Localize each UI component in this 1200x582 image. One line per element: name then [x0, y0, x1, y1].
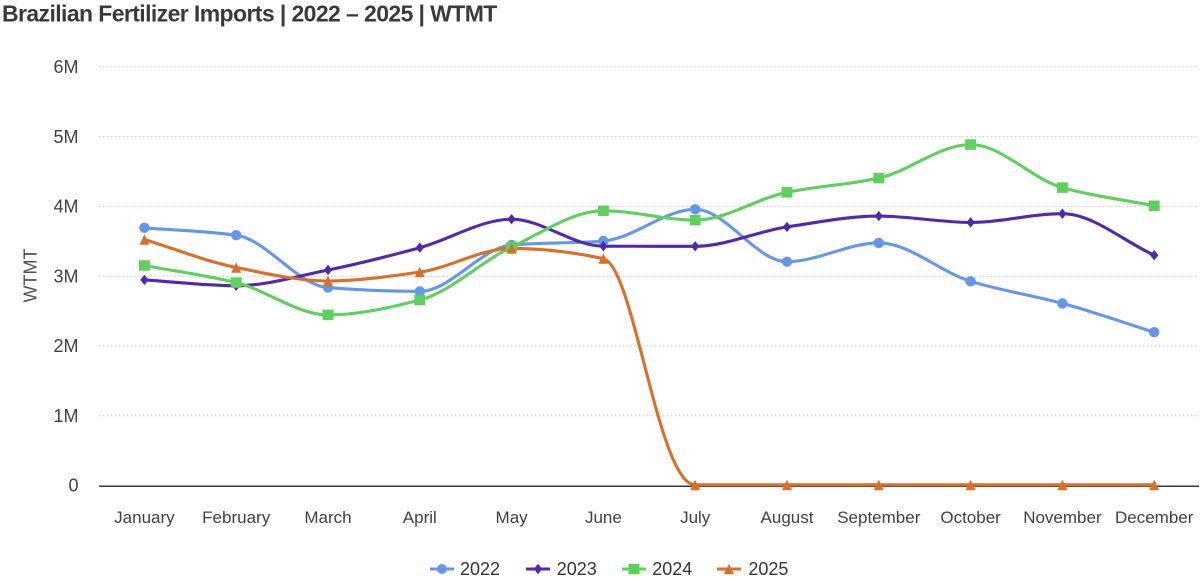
svg-text:5M: 5M [53, 127, 78, 147]
svg-text:2024: 2024 [652, 559, 692, 579]
svg-text:WTMT: WTMT [21, 249, 41, 303]
svg-text:May: May [496, 508, 529, 527]
svg-text:February: February [202, 508, 271, 527]
svg-text:December: December [1115, 508, 1194, 527]
svg-text:Brazilian Fertilizer Imports |: Brazilian Fertilizer Imports | 2022 – 20… [2, 1, 497, 27]
svg-text:November: November [1023, 508, 1102, 527]
svg-text:September: September [837, 508, 920, 527]
svg-text:July: July [680, 508, 711, 527]
svg-text:2025: 2025 [748, 559, 788, 579]
svg-text:August: August [761, 508, 814, 527]
svg-text:6M: 6M [53, 57, 78, 77]
svg-text:January: January [114, 508, 175, 527]
svg-text:2023: 2023 [557, 559, 597, 579]
svg-text:4M: 4M [53, 197, 78, 217]
svg-text:3M: 3M [53, 266, 78, 286]
svg-text:March: March [304, 508, 351, 527]
svg-text:October: October [940, 508, 1001, 527]
svg-text:June: June [585, 508, 622, 527]
svg-text:1M: 1M [53, 406, 78, 426]
svg-text:2M: 2M [53, 336, 78, 356]
svg-text:0: 0 [68, 476, 78, 496]
svg-text:April: April [403, 508, 437, 527]
svg-text:2022: 2022 [460, 559, 500, 579]
